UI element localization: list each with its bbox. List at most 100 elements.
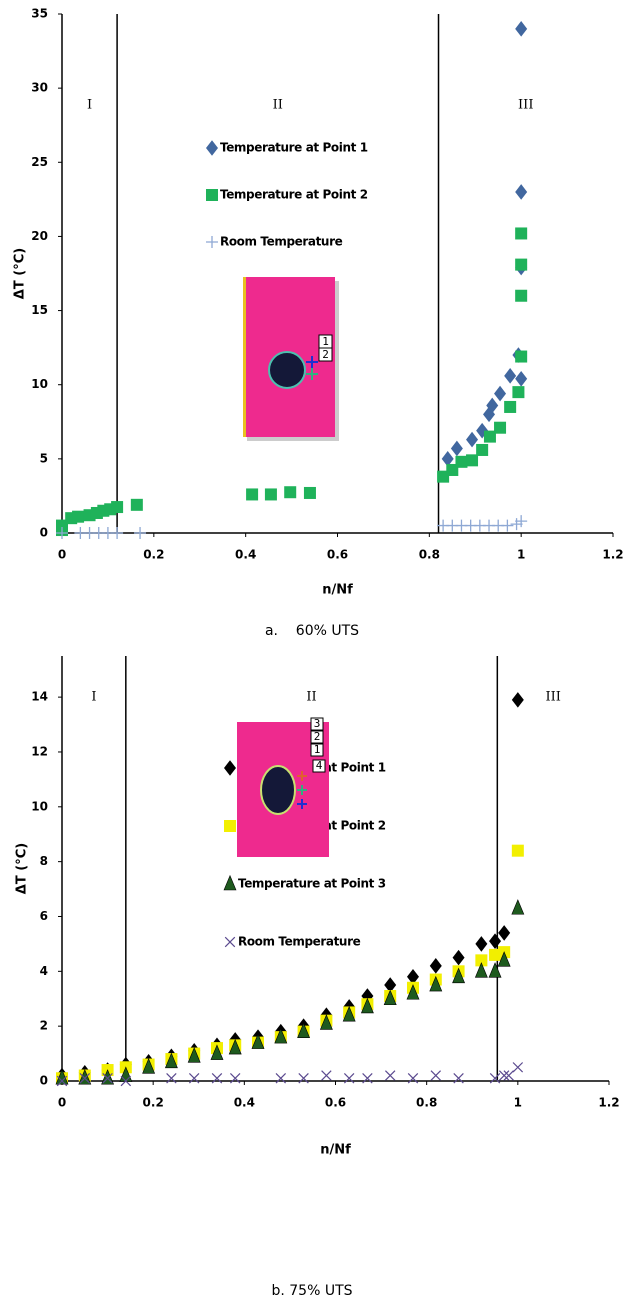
x-axis-label: n/Nf [320, 1143, 351, 1158]
inset-a: 1 2 [243, 277, 339, 441]
x-tick-label: 0.2 [143, 1096, 164, 1110]
phase-label: III [518, 98, 533, 113]
y-tick-label: 25 [31, 155, 48, 169]
data-point [131, 499, 143, 511]
inset-label: 2 [322, 348, 329, 361]
x-tick-label: 1.2 [602, 548, 623, 562]
y-tick-label: 10 [31, 377, 48, 391]
data-point [466, 454, 478, 466]
legend-marker [224, 876, 236, 890]
y-tick-label: 15 [31, 303, 48, 317]
y-tick-label: 35 [31, 7, 48, 21]
y-tick-label: 0 [40, 526, 48, 540]
legend-label: Temperature at Point 3 [238, 877, 386, 891]
data-point [515, 227, 527, 239]
phase-label: I [87, 98, 92, 113]
data-point [515, 184, 527, 200]
inset-label: 2 [314, 730, 321, 743]
data-point [453, 950, 465, 966]
legend-label: Temperature at Point 1 [220, 141, 368, 155]
y-tick-label: 14 [31, 690, 48, 704]
data-point [265, 488, 277, 500]
legend-label: Room Temperature [220, 235, 343, 249]
data-point [431, 1071, 441, 1081]
x-axis-label: n/Nf [322, 583, 353, 598]
y-tick-label: 12 [31, 744, 48, 758]
y-tick-label: 2 [40, 1019, 48, 1033]
data-point [501, 520, 513, 532]
data-point [513, 1062, 523, 1072]
data-point [494, 422, 506, 434]
data-point [512, 386, 524, 398]
data-point [134, 527, 146, 539]
legend-label: Room Temperature [238, 935, 361, 949]
hole [261, 766, 295, 814]
x-tick-label: 0 [58, 548, 66, 562]
legend-label: Temperature at Point 2 [220, 188, 368, 202]
x-tick-label: 1.2 [598, 1096, 619, 1110]
data-point [498, 925, 510, 941]
data-point [515, 351, 527, 363]
x-tick-label: 0.6 [327, 548, 348, 562]
page: 0510152025303500.20.40.60.811.2ΔT (°C)n/… [0, 0, 625, 1303]
data-point [284, 486, 296, 498]
y-tick-label: 0 [40, 1074, 48, 1088]
legend-marker [224, 760, 236, 776]
data-point [476, 444, 488, 456]
data-point [494, 386, 506, 402]
y-tick-label: 30 [31, 81, 48, 95]
data-point [504, 401, 516, 413]
x-tick-label: 1 [514, 1096, 522, 1110]
data-point [475, 936, 487, 952]
phase-label: II [306, 690, 316, 705]
figure: 0510152025303500.20.40.60.811.2ΔT (°C)n/… [0, 0, 625, 1303]
data-point [515, 259, 527, 271]
caption: b. 75% UTS [271, 1283, 352, 1299]
x-tick-label: 1 [517, 548, 525, 562]
legend-marker [206, 189, 218, 201]
data-point [515, 371, 527, 387]
phase-label: III [545, 690, 560, 705]
data-point [322, 1071, 332, 1081]
x-tick-label: 0 [58, 1096, 66, 1110]
data-point [385, 1071, 395, 1081]
data-point [304, 487, 316, 499]
caption: a. 60% UTS [265, 623, 359, 639]
x-tick-label: 0.2 [143, 548, 164, 562]
inset-label: 1 [314, 743, 321, 756]
legend-marker [206, 236, 218, 248]
legend-marker [225, 937, 235, 947]
thermal-edge [243, 277, 246, 437]
x-tick-label: 0.4 [235, 548, 256, 562]
y-axis-label: ΔT (°C) [13, 248, 28, 299]
y-tick-label: 6 [40, 909, 48, 923]
data-point [515, 21, 527, 37]
data-point [430, 958, 442, 974]
x-tick-label: 0.4 [234, 1096, 255, 1110]
data-point [72, 511, 84, 523]
hole [269, 352, 305, 388]
y-tick-label: 10 [31, 799, 48, 813]
data-point [515, 290, 527, 302]
data-point [246, 488, 258, 500]
data-point [512, 845, 524, 857]
data-point [111, 501, 123, 513]
data-point [451, 441, 463, 457]
phase-label: I [91, 690, 96, 705]
data-point [504, 368, 516, 384]
inset-label: 3 [314, 717, 321, 730]
x-tick-label: 0.8 [419, 548, 440, 562]
data-point [111, 527, 123, 539]
y-tick-label: 4 [40, 964, 48, 978]
inset-label: 1 [322, 335, 329, 348]
y-tick-label: 5 [40, 451, 48, 465]
data-point [512, 692, 524, 708]
x-tick-label: 0.8 [416, 1096, 437, 1110]
x-tick-label: 0.6 [325, 1096, 346, 1110]
data-point [504, 1071, 514, 1081]
data-point [499, 1071, 509, 1081]
inset-label: 4 [316, 759, 323, 772]
y-tick-label: 8 [40, 854, 48, 868]
y-axis-label: ΔT (°C) [15, 843, 30, 894]
